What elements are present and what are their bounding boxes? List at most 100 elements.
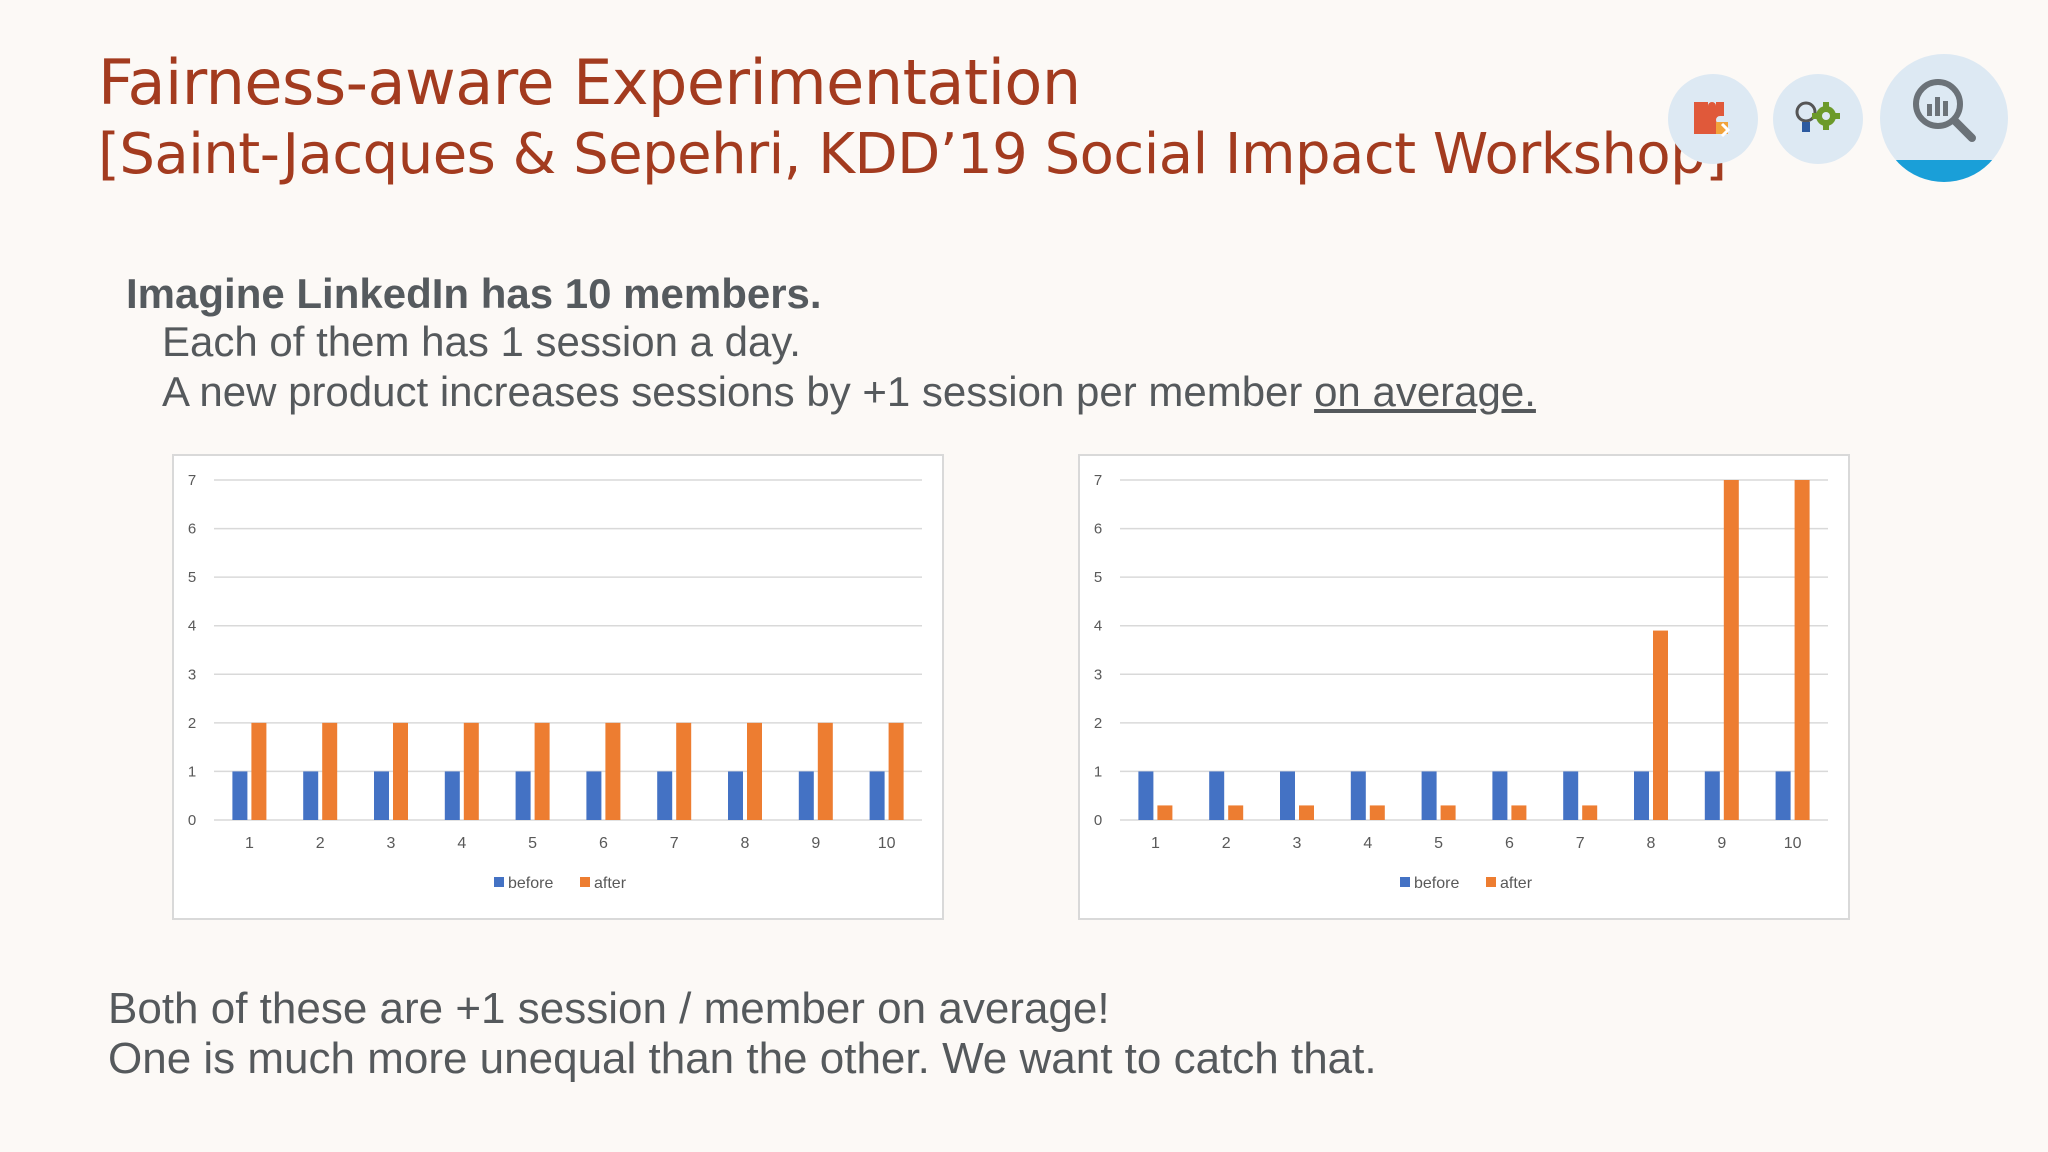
bar-before (1350, 771, 1366, 820)
bar-before (586, 771, 602, 820)
conclusion-line-1: Both of these are +1 session / member on… (108, 984, 1110, 1033)
lightbulb-gear-icon (1773, 74, 1863, 164)
intro-line-product-emphasis: on average. (1314, 368, 1536, 415)
bar-after (1653, 630, 1668, 820)
bar-after (251, 722, 267, 820)
bar-after (1794, 480, 1810, 820)
bar-after (605, 722, 621, 820)
legend-swatch-after (580, 877, 590, 887)
bar-before (1775, 771, 1791, 820)
bar-before (1421, 771, 1437, 820)
bar-before (657, 771, 673, 820)
y-tick-label: 1 (1094, 763, 1102, 780)
legend-swatch-before (1400, 877, 1410, 887)
x-tick-label: 3 (1293, 835, 1302, 852)
bar-after (888, 722, 904, 820)
x-tick-label: 5 (1434, 835, 1443, 852)
bar-after (1228, 805, 1244, 820)
bar-before (444, 771, 460, 820)
bar-after (1440, 805, 1456, 820)
x-tick-label: 8 (1647, 835, 1656, 852)
x-tick-label: 3 (387, 835, 396, 852)
bar-before (728, 771, 743, 820)
y-tick-label: 6 (1094, 521, 1102, 538)
intro-line-product-text: A new product increases sessions by +1 s… (162, 368, 1315, 415)
x-tick-label: 7 (670, 835, 679, 852)
chart-unequal-svg: 0 1 2 3 4 5 6 7 1 2 3 4 5 6 7 8 9 10 before after (1094, 472, 1828, 892)
x-tick-label: 8 (741, 835, 750, 852)
puzzle-icon (1668, 74, 1758, 164)
bar-after (1582, 805, 1598, 820)
magnifier-chart-icon (1880, 54, 2008, 182)
bar-before (1704, 771, 1720, 820)
legend-label-after: after (1500, 875, 1533, 892)
bar-before (1280, 771, 1295, 820)
slide-title: Fairness-aware Experimentation (98, 46, 1081, 119)
legend-label-before: before (508, 875, 553, 892)
bar-after (1511, 805, 1527, 820)
bar-after (1299, 805, 1314, 820)
conclusion-line-2: One is much more unequal than the other.… (108, 1034, 1377, 1083)
legend-swatch-before (494, 877, 504, 887)
x-tick-label: 2 (1222, 835, 1231, 852)
x-tick-label: 6 (1505, 835, 1514, 852)
y-tick-label: 2 (1094, 715, 1102, 732)
y-tick-label: 3 (188, 666, 196, 683)
y-tick-label: 4 (188, 618, 196, 635)
y-tick-label: 4 (1094, 618, 1102, 635)
slide-subtitle: [Saint-Jacques & Sepehri, KDD’19 Social … (98, 122, 1727, 187)
bar-after (817, 722, 833, 820)
y-tick-label: 7 (188, 472, 196, 489)
intro-line-product: A new product increases sessions by +1 s… (162, 368, 1536, 416)
bar-before (869, 771, 885, 820)
bar-before (1138, 771, 1154, 820)
y-tick-label: 0 (1094, 812, 1102, 829)
y-tick-label: 0 (188, 812, 196, 829)
bar-before (798, 771, 814, 820)
accent-wave (1880, 160, 2008, 182)
y-tick-label: 2 (188, 715, 196, 732)
x-tick-label: 1 (1151, 835, 1160, 852)
bar-after (322, 722, 338, 820)
legend-swatch-after (1486, 877, 1496, 887)
bar-after (676, 722, 692, 820)
bar-before (374, 771, 389, 820)
y-tick-label: 5 (1094, 569, 1102, 586)
x-tick-label: 10 (878, 835, 896, 852)
x-tick-label: 10 (1784, 835, 1802, 852)
legend-label-before: before (1414, 875, 1459, 892)
y-tick-label: 1 (188, 763, 196, 780)
intro-heading: Imagine LinkedIn has 10 members. (126, 270, 822, 317)
y-tick-label: 7 (1094, 472, 1102, 489)
x-tick-label: 5 (528, 835, 537, 852)
bar-after (1723, 480, 1739, 820)
bar-before (303, 771, 319, 820)
bar-after (463, 722, 479, 820)
legend-label-after: after (594, 875, 627, 892)
y-tick-label: 5 (188, 569, 196, 586)
x-tick-label: 9 (811, 835, 820, 852)
bar-before (1634, 771, 1649, 820)
x-tick-label: 4 (1363, 835, 1372, 852)
bar-before (1492, 771, 1508, 820)
bar-after (393, 722, 408, 820)
bar-after (747, 722, 762, 820)
bar-before (515, 771, 531, 820)
chart-equal-svg: 0 1 2 3 4 5 6 7 1 2 3 4 5 6 7 8 9 10 before after (188, 472, 922, 892)
intro-line-sessions: Each of them has 1 session a day. (162, 318, 801, 365)
bar-before (1563, 771, 1579, 820)
x-tick-label: 2 (316, 835, 325, 852)
bar-before (1209, 771, 1225, 820)
bar-before (232, 771, 248, 820)
chart-equal: 0 1 2 3 4 5 6 7 1 2 3 4 5 6 7 8 9 10 before after (172, 454, 944, 920)
x-tick-label: 9 (1717, 835, 1726, 852)
y-tick-label: 3 (1094, 666, 1102, 683)
bar-after (1157, 805, 1173, 820)
chart-unequal: 0 1 2 3 4 5 6 7 1 2 3 4 5 6 7 8 9 10 before after (1078, 454, 1850, 920)
x-tick-label: 7 (1576, 835, 1585, 852)
bar-after (1369, 805, 1385, 820)
x-tick-label: 4 (457, 835, 466, 852)
x-tick-label: 1 (245, 835, 254, 852)
y-tick-label: 6 (188, 521, 196, 538)
x-tick-label: 6 (599, 835, 608, 852)
